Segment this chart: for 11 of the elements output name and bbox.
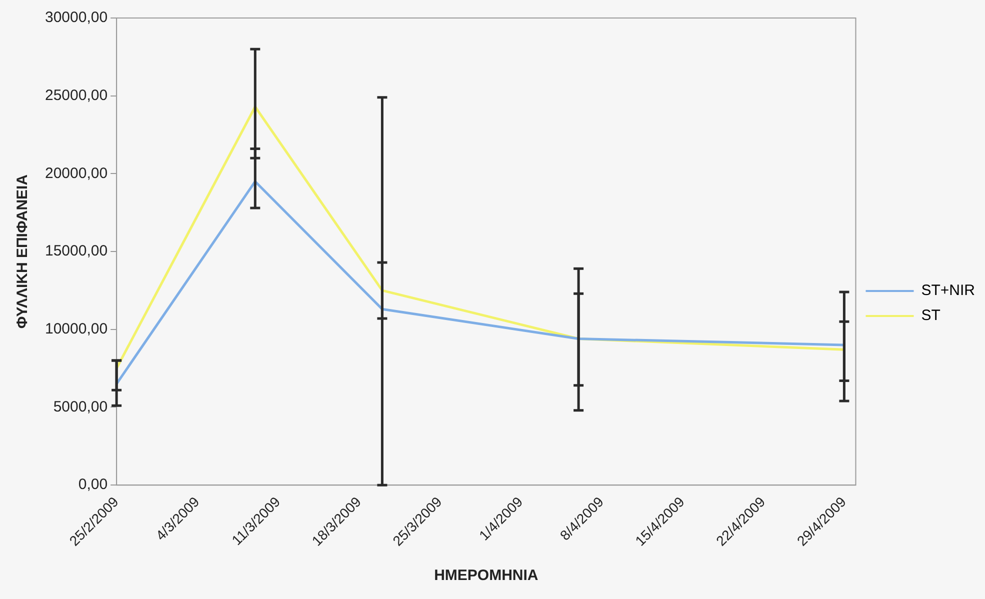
y-tick-label: 25000,00 bbox=[44, 86, 108, 104]
y-tick-label: 20000,00 bbox=[44, 164, 108, 182]
legend-label: ST bbox=[921, 307, 940, 324]
y-tick-label: 0,00 bbox=[78, 476, 108, 494]
y-tick-label: 10000,00 bbox=[44, 320, 108, 338]
y-axis-title: ΦΥΛΛΙΚΗ ΕΠΙΦΑΝΕΙΑ bbox=[14, 174, 32, 329]
y-tick-label: 5000,00 bbox=[53, 398, 108, 416]
legend-label: ST+NIR bbox=[921, 282, 976, 300]
y-tick-label: 15000,00 bbox=[44, 242, 108, 260]
x-axis-title: ΗΜΕΡΟΜΗΝΙΑ bbox=[434, 567, 538, 584]
y-tick-label: 30000,00 bbox=[44, 9, 108, 26]
